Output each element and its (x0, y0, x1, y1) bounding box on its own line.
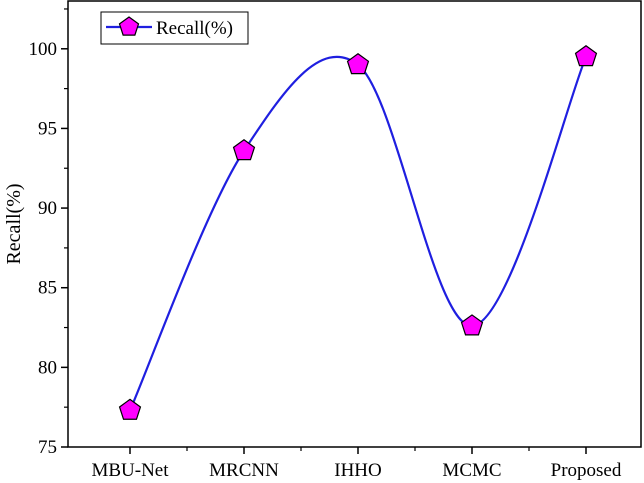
x-tick-label-0: MBU-Net (91, 460, 169, 481)
data-point-ihho (346, 52, 370, 75)
y-axis-title: Recall(%) (3, 183, 25, 264)
plot-frame (67, 0, 642, 448)
data-point-proposed (574, 45, 598, 67)
y-tick-label-75: 75 (38, 437, 57, 458)
x-tick-label-3: MCMC (442, 460, 501, 481)
x-axis-ticks: MBU-Net MRCNN IHHO MCMC Proposed (91, 447, 622, 481)
data-point-mrcnn (232, 138, 256, 161)
x-tick-label-4: Proposed (551, 460, 622, 481)
y-tick-label-95: 95 (38, 118, 57, 139)
y-axis-ticks: 75 80 85 90 95 100 (29, 8, 68, 458)
x-tick-label-2: IHHO (334, 460, 382, 481)
series-line-recall (128, 55, 588, 411)
legend-label: Recall(%) (156, 18, 233, 39)
legend: Recall(%) (100, 11, 249, 45)
series-markers (118, 45, 598, 420)
y-tick-label-80: 80 (38, 357, 57, 378)
y-tick-label-85: 85 (38, 278, 57, 299)
legend-marker-pentagon (118, 16, 140, 36)
data-point-mbu-net (118, 398, 142, 420)
x-tick-label-1: MRCNN (209, 460, 279, 481)
y-tick-label-100: 100 (29, 39, 58, 60)
data-point-mcmc (460, 314, 484, 336)
y-tick-label-90: 90 (38, 198, 57, 219)
